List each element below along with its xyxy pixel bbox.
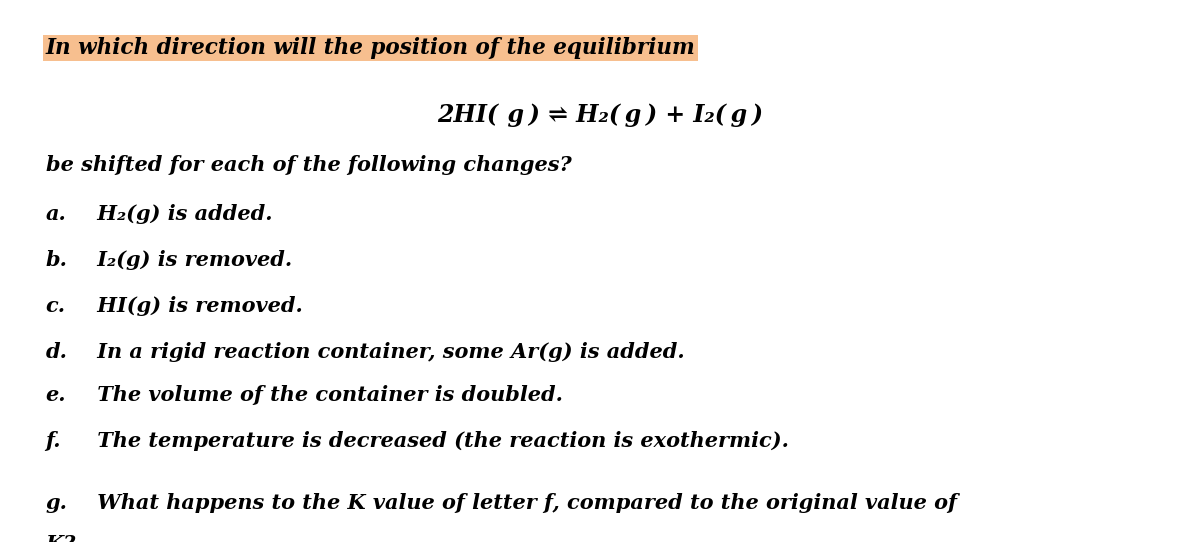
Text: In which direction will the position of the equilibrium: In which direction will the position of … [46, 37, 695, 59]
Text: H₂(g) is added.: H₂(g) is added. [90, 203, 272, 223]
Text: e.: e. [46, 385, 66, 405]
Text: What happens to the K value of letter f, compared to the original value of: What happens to the K value of letter f,… [90, 493, 958, 513]
Text: In a rigid reaction container, some Ar(g) is added.: In a rigid reaction container, some Ar(g… [90, 341, 685, 362]
Text: a.: a. [46, 203, 66, 223]
Text: c.: c. [46, 295, 66, 315]
Text: I₂(g) is removed.: I₂(g) is removed. [90, 249, 292, 269]
Text: HI(g) is removed.: HI(g) is removed. [90, 295, 302, 315]
Text: b.: b. [46, 249, 67, 269]
Text: d.: d. [46, 341, 67, 362]
Text: The temperature is decreased (the reaction is exothermic).: The temperature is decreased (the reacti… [90, 431, 788, 451]
Text: g.: g. [46, 493, 67, 513]
Text: K?: K? [46, 534, 76, 542]
Text: f.: f. [46, 431, 61, 451]
Text: 2HI(  g ) ⇌ H₂( g ) + I₂( g ): 2HI( g ) ⇌ H₂( g ) + I₂( g ) [437, 103, 763, 127]
Text: be shifted for each of the following changes?: be shifted for each of the following cha… [46, 154, 571, 175]
Text: The volume of the container is doubled.: The volume of the container is doubled. [90, 385, 563, 405]
